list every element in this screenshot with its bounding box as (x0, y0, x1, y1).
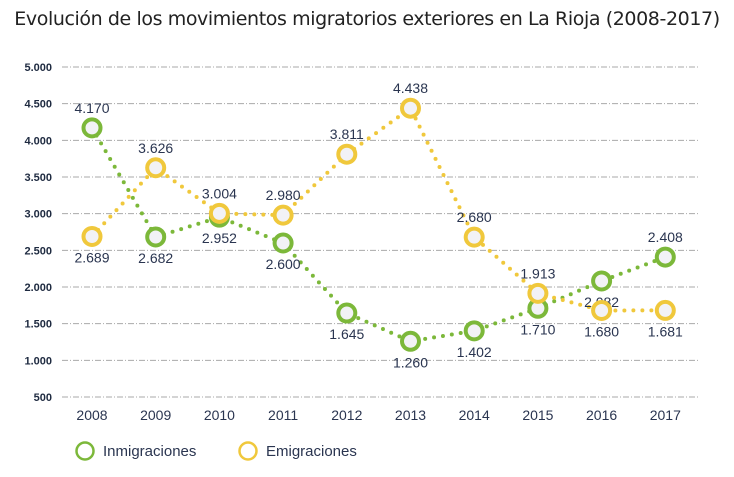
data-point (654, 299, 676, 321)
data-label: 4.438 (393, 80, 428, 96)
data-point (145, 157, 167, 179)
data-point (208, 202, 230, 224)
data-label: 1.913 (520, 265, 555, 281)
data-point (81, 225, 103, 247)
data-point (463, 320, 485, 342)
legend-item-inmigraciones: Inmigraciones (75, 441, 196, 461)
x-tick-label: 2015 (522, 407, 553, 423)
data-point (463, 226, 485, 248)
data-label: 2.408 (648, 229, 683, 245)
data-label: 1.402 (457, 344, 492, 360)
data-label: 1.680 (584, 323, 619, 339)
data-label: 4.170 (74, 100, 109, 116)
series-line-emigraciones (90, 105, 668, 313)
data-point (591, 270, 613, 292)
y-tick-label: 500 (34, 392, 52, 404)
x-tick-label: 2017 (650, 407, 681, 423)
data-label: 2.682 (138, 250, 173, 266)
data-label: 2.952 (202, 230, 237, 246)
data-label: 2.980 (266, 187, 301, 203)
chart-title: Evolución de los movimientos migratorios… (14, 8, 720, 30)
y-tick-label: 5.000 (24, 62, 52, 74)
data-label: 1.681 (648, 323, 683, 339)
x-tick-label: 2012 (331, 407, 362, 423)
data-point (145, 226, 167, 248)
data-point (400, 97, 421, 119)
x-tick-label: 2008 (76, 407, 107, 423)
x-tick-label: 2011 (268, 407, 298, 423)
x-tick-label: 2016 (586, 407, 617, 423)
data-label: 1.710 (520, 321, 555, 337)
data-label: 1.645 (329, 326, 364, 342)
series-line-inmigraciones (90, 125, 668, 344)
legend-item-emigraciones: Emigraciones (238, 441, 357, 461)
y-tick-label: 4.500 (24, 99, 52, 111)
x-tick-label: 2009 (140, 407, 171, 423)
data-point (272, 204, 294, 226)
data-point (336, 302, 358, 324)
data-point (272, 232, 294, 254)
data-label: 3.626 (138, 140, 173, 156)
y-tick-label: 1.500 (24, 319, 52, 331)
data-label: 3.004 (202, 185, 237, 201)
y-tick-label: 2.500 (24, 245, 52, 257)
data-label: 1.260 (393, 354, 428, 370)
data-point (591, 299, 613, 321)
legend-marker-icon (75, 441, 95, 461)
data-point (654, 246, 676, 268)
data-label: 3.811 (330, 126, 364, 142)
y-tick-label: 3.500 (24, 172, 52, 184)
data-point (400, 330, 421, 352)
y-tick-label: 1.000 (24, 355, 52, 367)
data-point (336, 143, 358, 165)
data-label: 2.600 (266, 256, 301, 272)
legend-marker-icon (238, 441, 258, 461)
legend-label: Emigraciones (266, 443, 357, 460)
y-tick-label: 3.000 (24, 209, 52, 221)
data-point (527, 282, 549, 304)
x-tick-label: 2014 (459, 407, 490, 423)
data-point (81, 117, 103, 139)
data-label: 2.689 (74, 249, 109, 265)
data-label: 2.680 (457, 209, 492, 225)
x-tick-label: 2010 (204, 407, 235, 423)
y-tick-label: 2.000 (24, 282, 52, 294)
legend-label: Inmigraciones (103, 443, 196, 460)
x-tick-label: 2013 (395, 407, 426, 423)
y-tick-label: 4.000 (24, 135, 52, 147)
